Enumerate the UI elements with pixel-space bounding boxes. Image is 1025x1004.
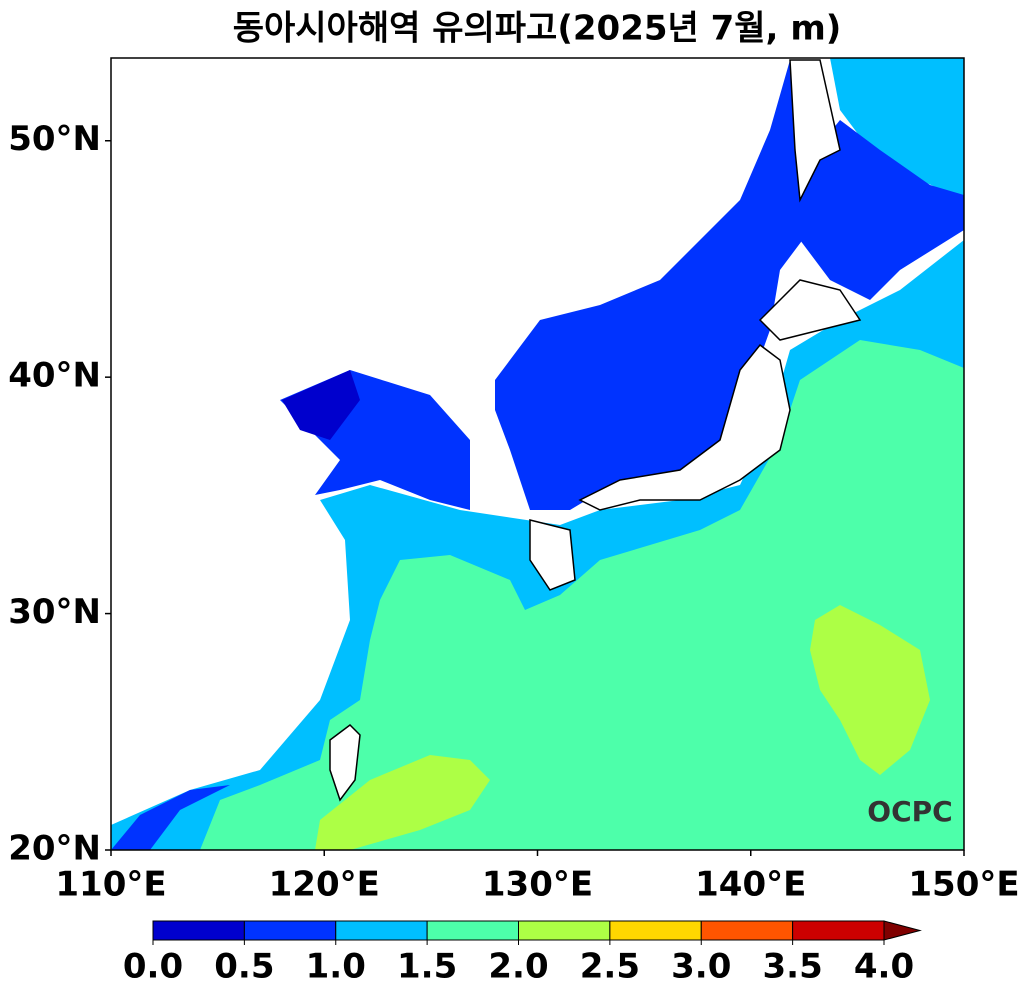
colorbar-label: 4.0 bbox=[854, 947, 914, 987]
wave-zone bbox=[830, 58, 964, 200]
colorbar-segment bbox=[609, 920, 702, 941]
x-tick-label: 120°E bbox=[269, 865, 380, 905]
y-tick-label: 30°N bbox=[8, 592, 101, 632]
colorbar-segment bbox=[335, 920, 428, 941]
colorbar-label: 2.0 bbox=[488, 947, 548, 987]
wave-zone bbox=[800, 120, 964, 300]
y-tick-label: 50°N bbox=[8, 119, 101, 159]
colorbar-label: 0.5 bbox=[214, 947, 274, 987]
colorbar-label: 1.0 bbox=[306, 947, 366, 987]
wave-zone bbox=[282, 370, 360, 440]
colorbar-label: 2.5 bbox=[580, 947, 640, 987]
map-title: 동아시아해역 유의파고(2025년 7월, m) bbox=[233, 9, 842, 49]
wave-zone bbox=[315, 755, 490, 850]
wave-zone bbox=[810, 605, 930, 775]
wave-zone bbox=[111, 785, 230, 850]
colorbar-segment bbox=[243, 920, 337, 941]
colorbar-segment bbox=[792, 920, 885, 941]
honshu bbox=[578, 343, 791, 511]
colorbar-segment bbox=[518, 920, 611, 941]
x-tick-label: 140°E bbox=[695, 865, 806, 905]
kyushu bbox=[529, 519, 576, 591]
colorbar-label: 0.0 bbox=[123, 947, 183, 987]
colorbar-segment bbox=[700, 920, 794, 941]
x-tick-label: 150°E bbox=[908, 865, 1019, 905]
x-tick-label: 130°E bbox=[482, 865, 593, 905]
y-tick-label: 40°N bbox=[8, 356, 101, 396]
colorbar-segment bbox=[152, 920, 245, 941]
taiwan bbox=[329, 724, 361, 802]
sakhalin bbox=[789, 59, 841, 203]
x-tick-label: 110°E bbox=[55, 865, 166, 905]
map-area bbox=[111, 58, 964, 850]
colorbar-label: 3.0 bbox=[671, 947, 731, 987]
colorbar-label: 1.5 bbox=[397, 947, 457, 987]
wave-zone bbox=[495, 60, 810, 510]
hokkaido bbox=[758, 279, 862, 341]
logo: OCPC bbox=[867, 795, 952, 828]
wave-zone bbox=[200, 340, 964, 850]
y-tick-label: 20°N bbox=[8, 829, 101, 869]
colorbar-label: 3.5 bbox=[763, 947, 823, 987]
colorbar-extend bbox=[883, 920, 922, 941]
colorbar-segment bbox=[426, 920, 519, 941]
